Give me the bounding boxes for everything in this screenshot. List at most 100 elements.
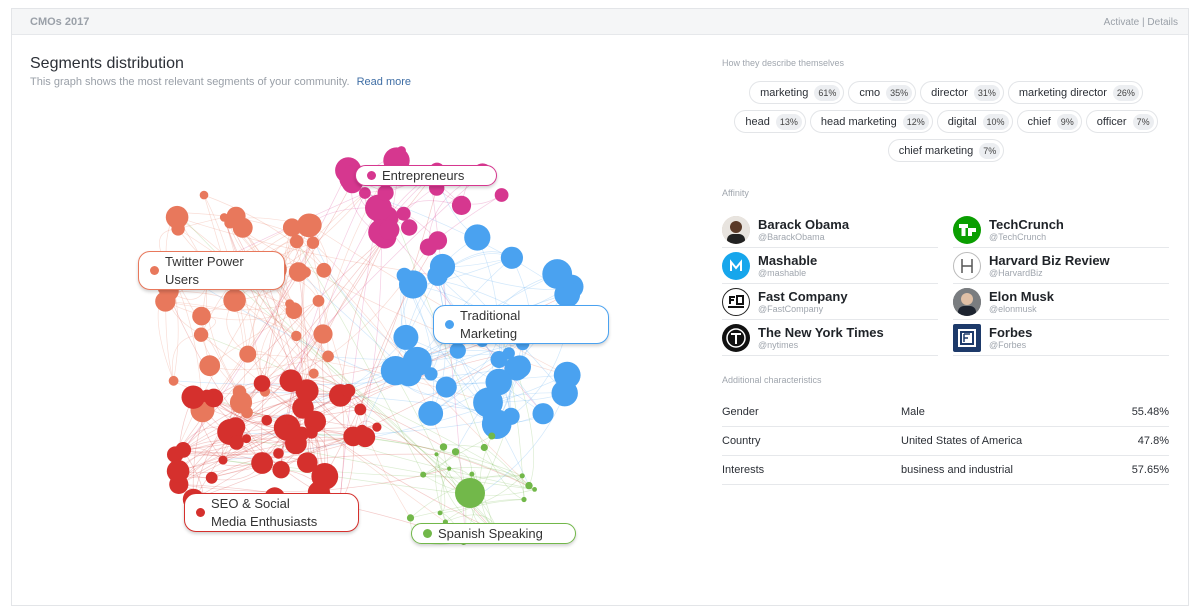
characteristic-percent: 47.8% — [1137, 435, 1169, 447]
tag-label: marketing — [760, 86, 809, 99]
affinity-item[interactable]: Fast Company @FastCompany — [722, 284, 938, 320]
segment-label-twitter-power-users[interactable]: Twitter Power Users — [138, 251, 285, 290]
tag-chip[interactable]: chief 9% — [1016, 110, 1082, 133]
network-edge — [165, 301, 295, 321]
segment-label-text: SEO & Social — [211, 495, 290, 511]
affinity-item[interactable]: TechCrunch @TechCrunch — [953, 212, 1169, 248]
network-edge — [203, 194, 325, 271]
network-edge — [405, 337, 544, 414]
network-node-seo — [292, 397, 314, 419]
tag-chip[interactable]: marketing director 26% — [1007, 81, 1143, 104]
network-node-traditional — [490, 351, 508, 368]
network-edge — [183, 436, 366, 459]
network-node-seo — [285, 415, 295, 425]
network-node-entrepreneurs — [451, 195, 472, 215]
network-node-seo — [272, 461, 290, 479]
network-edge — [361, 232, 382, 431]
network-edge — [410, 499, 524, 519]
tag-chip[interactable]: officer 7% — [1085, 110, 1158, 133]
affinity-handle: @nytimes — [758, 339, 799, 350]
network-node-entrepreneurs — [494, 188, 509, 202]
network-edge — [477, 393, 566, 497]
affinity-item[interactable]: Elon Musk @elonmusk — [953, 284, 1169, 320]
actions-separator: | — [1142, 17, 1145, 28]
network-node-seo — [218, 455, 228, 465]
details-link[interactable]: Details — [1147, 17, 1178, 28]
characteristics-table: Gender Male 55.48% Country United States… — [722, 398, 1169, 485]
network-edge — [302, 272, 326, 477]
network-node-twitter-power — [282, 218, 302, 237]
network-node-traditional — [449, 342, 466, 359]
network-edge — [223, 217, 349, 392]
activate-link[interactable]: Activate — [1103, 17, 1140, 28]
affinity-item[interactable]: The New York Times @nytimes — [722, 320, 938, 356]
segment-label-traditional-marketing[interactable]: Traditional Marketing — [433, 305, 609, 344]
tag-chip[interactable]: chief marketing 7% — [887, 139, 1005, 162]
segment-dot-seo-social — [196, 508, 205, 517]
avatar — [953, 287, 981, 316]
nyt-logo-icon — [722, 323, 750, 352]
tag-chip[interactable]: head marketing 12% — [809, 110, 933, 133]
network-node-seo — [279, 369, 303, 392]
segments-title: Segments distribution — [30, 55, 184, 72]
network-node-spanish — [447, 466, 452, 471]
network-node-traditional — [464, 224, 491, 251]
network-node-seo — [295, 379, 319, 403]
network-edge — [182, 390, 308, 451]
network-edge — [263, 271, 354, 437]
tag-percent: 12% — [902, 113, 929, 130]
network-node-traditional — [393, 324, 419, 350]
tag-chip[interactable]: marketing 61% — [749, 81, 845, 104]
segment-label-spanish-speaking[interactable]: Spanish Speaking — [411, 523, 576, 544]
characteristics-heading: Additional characteristics — [722, 375, 822, 385]
network-node-seo — [205, 471, 218, 484]
read-more-link[interactable]: Read more — [356, 76, 412, 88]
affinity-item[interactable]: Forbes @Forbes — [953, 320, 1169, 356]
affinity-item[interactable]: Harvard Biz Review @HarvardBiz — [953, 248, 1169, 284]
segment-label-seo-social[interactable]: SEO & Social Media Enthusiasts — [184, 493, 359, 532]
network-node-traditional — [418, 401, 444, 426]
affinity-name: Fast Company — [758, 288, 848, 304]
network-node-spanish — [469, 471, 475, 477]
tag-label: officer — [1096, 115, 1127, 128]
segment-label-text: Users — [165, 271, 199, 287]
segment-dot-traditional-marketing — [445, 320, 454, 329]
affinity-name: Harvard Biz Review — [989, 252, 1110, 268]
fastcompany-logo-icon — [722, 287, 750, 316]
network-node-seo — [354, 403, 367, 416]
segment-label-text: Media Enthusiasts — [211, 513, 318, 529]
tag-chip[interactable]: digital 10% — [936, 110, 1013, 133]
tag-label: digital — [947, 115, 977, 128]
network-node-twitter-power — [312, 295, 325, 307]
affinity-list: Barack Obama @BarackObama TechCrunch @Tech… — [722, 212, 1170, 356]
network-node-traditional — [481, 409, 512, 440]
affinity-name: The New York Times — [758, 324, 884, 340]
network-edge — [261, 383, 499, 533]
tag-chip[interactable]: head 13% — [734, 110, 806, 133]
network-edge — [175, 426, 377, 455]
segment-label-entrepreneurs[interactable]: Entrepreneurs — [355, 165, 497, 186]
network-node-entrepreneurs — [365, 194, 392, 222]
network-edge — [298, 271, 310, 463]
network-edge — [174, 224, 311, 455]
affinity-handle: @FastCompany — [758, 303, 824, 314]
tag-chip[interactable]: cmo 35% — [848, 81, 917, 104]
tag-label: chief marketing — [898, 144, 974, 157]
network-edge — [264, 227, 293, 392]
segment-label-text: Entrepreneurs — [382, 167, 465, 183]
network-node-spanish — [437, 510, 443, 516]
tag-chip[interactable]: director 31% — [920, 81, 1004, 104]
network-node-spanish — [434, 452, 439, 457]
tag-row: chief marketing 7% — [722, 139, 1170, 162]
network-node-twitter-power — [313, 324, 333, 344]
characteristic-percent: 57.65% — [1131, 464, 1169, 476]
network-node-seo — [311, 463, 339, 490]
network-node-spanish — [439, 443, 448, 451]
tag-label: chief — [1027, 115, 1051, 128]
affinity-item[interactable]: Mashable @mashable — [722, 248, 938, 284]
network-node-twitter-power — [285, 302, 303, 319]
tag-percent: 7% — [1132, 113, 1154, 130]
affinity-item[interactable]: Barack Obama @BarackObama — [722, 212, 938, 248]
network-node-traditional — [500, 246, 523, 269]
network-node-spanish — [451, 448, 460, 456]
